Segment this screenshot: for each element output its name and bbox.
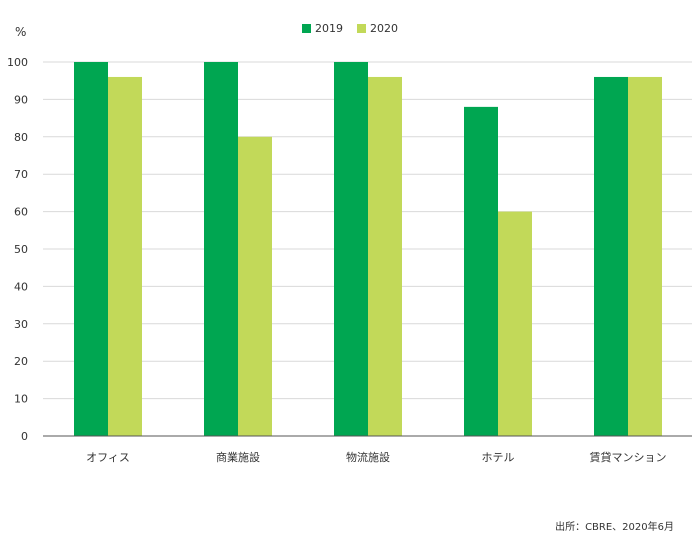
bar-2019-1 xyxy=(204,62,238,436)
source-note: 出所：CBRE、2020年6月 xyxy=(555,522,674,533)
x-tick-label-0: オフィス xyxy=(86,451,130,464)
x-tick-label-2: 物流施設 xyxy=(346,450,390,464)
bar-2020-1 xyxy=(238,136,272,437)
y-tick-label-80: 80 xyxy=(14,131,28,144)
bar-2020-0 xyxy=(108,76,142,437)
legend-label-2020: 2020 xyxy=(370,22,398,35)
y-tick-label-20: 20 xyxy=(14,355,28,368)
y-axis-unit: % xyxy=(15,25,27,39)
bar-2019-4 xyxy=(594,76,628,437)
y-tick-label-0: 0 xyxy=(21,430,28,443)
legend-swatch-2020 xyxy=(357,24,366,33)
legend-swatch-2019 xyxy=(302,24,311,33)
bar-2019-3 xyxy=(464,106,498,436)
y-tick-label-60: 60 xyxy=(14,206,28,219)
legend-item-2020: 2020 xyxy=(357,22,398,35)
y-tick-label-50: 50 xyxy=(14,243,28,256)
legend: 2019 2020 xyxy=(0,22,700,35)
legend-item-2019: 2019 xyxy=(302,22,343,35)
bar-2019-2 xyxy=(334,62,368,436)
bar-2019-0 xyxy=(74,62,108,436)
legend-label-2019: 2019 xyxy=(315,22,343,35)
bar-2020-4 xyxy=(628,76,662,437)
y-tick-label-30: 30 xyxy=(14,318,28,331)
bar-2020-3 xyxy=(498,211,532,436)
y-tick-label-70: 70 xyxy=(14,168,28,181)
y-tick-label-90: 90 xyxy=(14,93,28,106)
x-tick-label-4: 賃貸マンション xyxy=(590,450,667,464)
y-tick-label-10: 10 xyxy=(14,393,28,406)
x-tick-label-1: 商業施設 xyxy=(216,450,260,464)
y-tick-label-40: 40 xyxy=(14,280,28,293)
x-tick-label-3: ホテル xyxy=(482,451,515,464)
y-tick-label-100: 100 xyxy=(7,56,28,69)
bar-2020-2 xyxy=(368,76,402,437)
